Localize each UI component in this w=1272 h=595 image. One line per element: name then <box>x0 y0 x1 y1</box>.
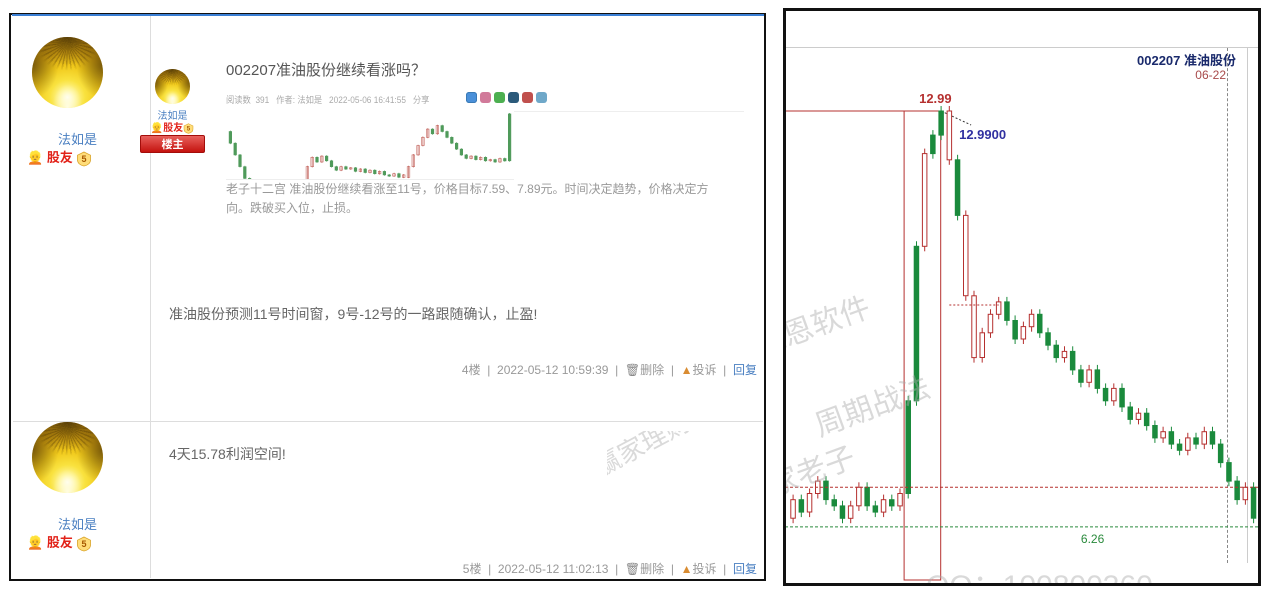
svg-text:5: 5 <box>82 154 87 164</box>
svg-text:12.9900: 12.9900 <box>959 127 1006 142</box>
svg-text:6.26: 6.26 <box>1081 532 1105 546</box>
svg-text:5: 5 <box>82 539 87 549</box>
svg-text:5: 5 <box>187 125 191 132</box>
svg-text:12.99: 12.99 <box>919 91 952 106</box>
